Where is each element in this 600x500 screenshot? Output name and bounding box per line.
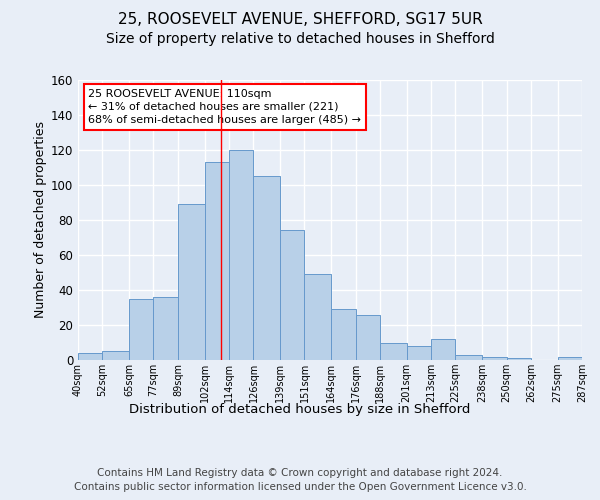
Bar xyxy=(557,356,582,360)
Bar xyxy=(407,346,431,360)
Bar xyxy=(506,358,531,360)
Bar xyxy=(103,351,129,360)
Bar xyxy=(380,342,407,360)
Bar xyxy=(129,298,154,360)
Bar xyxy=(78,353,103,360)
Bar xyxy=(229,150,253,360)
Text: Contains HM Land Registry data © Crown copyright and database right 2024.
Contai: Contains HM Land Registry data © Crown c… xyxy=(74,468,526,491)
Bar xyxy=(304,274,331,360)
Text: 25, ROOSEVELT AVENUE, SHEFFORD, SG17 5UR: 25, ROOSEVELT AVENUE, SHEFFORD, SG17 5UR xyxy=(118,12,482,28)
Bar xyxy=(431,339,455,360)
Text: 25 ROOSEVELT AVENUE: 110sqm
← 31% of detached houses are smaller (221)
68% of se: 25 ROOSEVELT AVENUE: 110sqm ← 31% of det… xyxy=(88,88,361,125)
Text: Size of property relative to detached houses in Shefford: Size of property relative to detached ho… xyxy=(106,32,494,46)
Bar xyxy=(331,309,356,360)
Text: Distribution of detached houses by size in Shefford: Distribution of detached houses by size … xyxy=(130,402,470,415)
Bar xyxy=(253,176,280,360)
Bar xyxy=(455,355,482,360)
Bar xyxy=(178,204,205,360)
Bar xyxy=(154,297,178,360)
Y-axis label: Number of detached properties: Number of detached properties xyxy=(34,122,47,318)
Bar xyxy=(280,230,304,360)
Bar xyxy=(205,162,229,360)
Bar xyxy=(356,314,380,360)
Bar xyxy=(482,356,506,360)
